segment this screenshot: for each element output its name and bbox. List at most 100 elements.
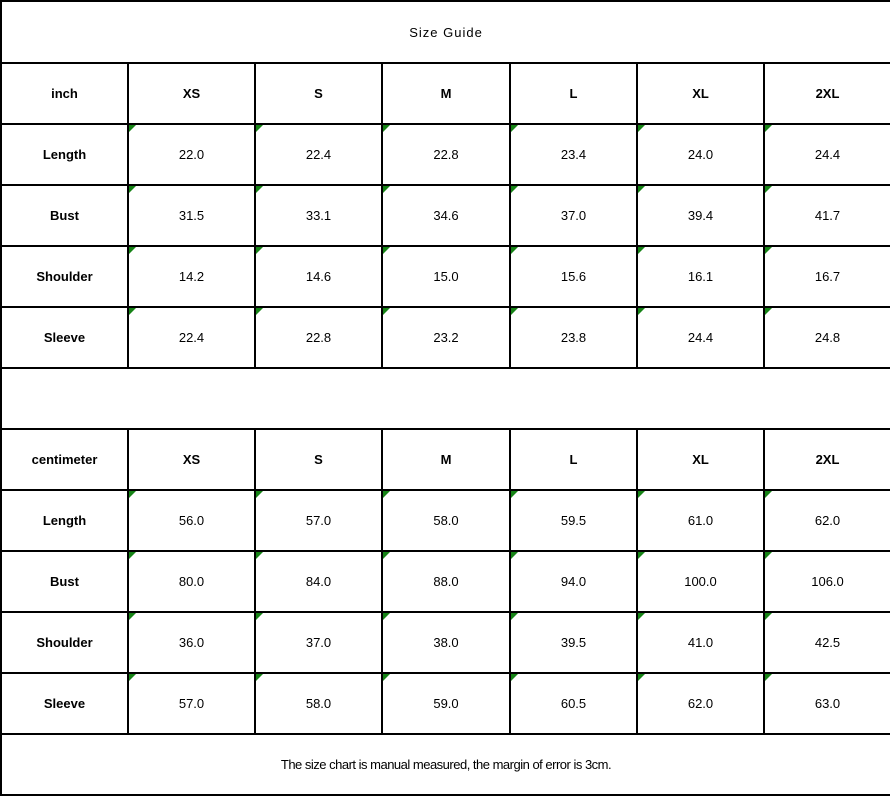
size-value: 37.0	[560, 208, 587, 223]
size-header-xs: XS	[127, 62, 256, 125]
corner-marker-icon	[511, 613, 518, 620]
corner-marker-icon	[383, 491, 390, 498]
footer-note: The size chart is manual measured, the m…	[0, 733, 890, 796]
size-value-cell: 22.8	[254, 306, 383, 369]
size-value-cell: 38.0	[381, 611, 511, 674]
size-value-cell: 58.0	[381, 489, 511, 552]
corner-marker-icon	[383, 125, 390, 132]
size-value: 22.4	[305, 147, 332, 162]
corner-marker-icon	[638, 613, 645, 620]
row-label-shoulder: Shoulder	[0, 245, 129, 308]
size-header-xl: XL	[636, 62, 765, 125]
cm-sleeve-row: Sleeve 57.0 58.0 59.0 60.5 62.0 63.0	[0, 672, 890, 735]
corner-marker-icon	[765, 125, 772, 132]
corner-marker-icon	[256, 308, 263, 315]
size-value: 62.0	[814, 513, 841, 528]
size-value-cell: 58.0	[254, 672, 383, 735]
size-value: 22.0	[178, 147, 205, 162]
corner-marker-icon	[765, 491, 772, 498]
size-value: 22.8	[305, 330, 332, 345]
size-value-cell: 41.7	[762, 184, 890, 247]
size-value-cell: 100.0	[636, 550, 765, 613]
corner-marker-icon	[256, 552, 263, 559]
size-value-cell: 80.0	[127, 550, 256, 613]
size-value: 62.0	[687, 696, 714, 711]
corner-marker-icon	[638, 674, 645, 681]
size-value: 14.2	[178, 269, 205, 284]
size-header-l: L	[509, 62, 638, 125]
corner-marker-icon	[129, 308, 136, 315]
size-value: 41.0	[687, 635, 714, 650]
spacer-row	[0, 367, 890, 430]
corner-marker-icon	[638, 247, 645, 254]
size-value-cell: 37.0	[509, 184, 638, 247]
corner-marker-icon	[383, 674, 390, 681]
cm-length-row: Length 56.0 57.0 58.0 59.5 61.0 62.0	[0, 489, 890, 552]
size-value-cell: 15.0	[381, 245, 511, 308]
size-value: 23.2	[433, 330, 459, 345]
size-value: 100.0	[684, 574, 717, 589]
size-value-cell: 33.1	[254, 184, 383, 247]
size-value-cell: 23.4	[509, 123, 638, 186]
row-label-sleeve: Sleeve	[0, 672, 129, 735]
size-value-cell: 60.5	[509, 672, 638, 735]
size-value: 57.0	[178, 696, 205, 711]
size-value-cell: 31.5	[127, 184, 256, 247]
size-value: 24.4	[814, 147, 841, 162]
size-value: 63.0	[814, 696, 841, 711]
corner-marker-icon	[511, 247, 518, 254]
inch-sleeve-row: Sleeve 22.4 22.8 23.2 23.8 24.4 24.8	[0, 306, 890, 369]
size-value-cell: 94.0	[509, 550, 638, 613]
corner-marker-icon	[511, 552, 518, 559]
size-value: 15.0	[433, 269, 459, 284]
size-value-cell: 62.0	[636, 672, 765, 735]
size-value-cell: 39.4	[636, 184, 765, 247]
size-value-cell: 84.0	[254, 550, 383, 613]
cm-bust-row: Bust 80.0 84.0 88.0 94.0 100.0 106.0	[0, 550, 890, 613]
size-value-cell: 42.5	[762, 611, 890, 674]
size-value-cell: 34.6	[381, 184, 511, 247]
size-value-cell: 22.4	[254, 123, 383, 186]
size-value-cell: 22.0	[127, 123, 256, 186]
unit-header-centimeter: centimeter	[0, 428, 129, 491]
size-value: 56.0	[178, 513, 205, 528]
size-value: 34.6	[433, 208, 459, 223]
size-value: 24.4	[687, 330, 714, 345]
size-value-cell: 24.4	[762, 123, 890, 186]
size-value-cell: 88.0	[381, 550, 511, 613]
corner-marker-icon	[511, 491, 518, 498]
corner-marker-icon	[638, 308, 645, 315]
corner-marker-icon	[129, 247, 136, 254]
size-value: 16.7	[814, 269, 841, 284]
size-header-s: S	[254, 62, 383, 125]
size-header-2xl: 2XL	[762, 428, 890, 491]
corner-marker-icon	[765, 552, 772, 559]
corner-marker-icon	[129, 125, 136, 132]
size-value-cell: 16.7	[762, 245, 890, 308]
size-value-cell: 56.0	[127, 489, 256, 552]
row-label-bust: Bust	[0, 184, 129, 247]
size-value-cell: 22.8	[381, 123, 511, 186]
corner-marker-icon	[256, 247, 263, 254]
size-value-cell: 106.0	[762, 550, 890, 613]
size-value-cell: 37.0	[254, 611, 383, 674]
size-value-cell: 24.8	[762, 306, 890, 369]
size-value-cell: 16.1	[636, 245, 765, 308]
size-value: 42.5	[814, 635, 841, 650]
corner-marker-icon	[638, 552, 645, 559]
corner-marker-icon	[129, 552, 136, 559]
corner-marker-icon	[129, 186, 136, 193]
size-header-xs: XS	[127, 428, 256, 491]
size-value-cell: 63.0	[762, 672, 890, 735]
size-value-cell: 39.5	[509, 611, 638, 674]
size-value-cell: 24.0	[636, 123, 765, 186]
size-value: 94.0	[560, 574, 587, 589]
size-value: 57.0	[305, 513, 332, 528]
size-value-cell: 57.0	[127, 672, 256, 735]
inch-length-row: Length 22.0 22.4 22.8 23.4 24.0 24.4	[0, 123, 890, 186]
size-value-cell: 62.0	[762, 489, 890, 552]
size-header-l: L	[509, 428, 638, 491]
row-label-shoulder: Shoulder	[0, 611, 129, 674]
size-value-cell: 57.0	[254, 489, 383, 552]
corner-marker-icon	[383, 247, 390, 254]
